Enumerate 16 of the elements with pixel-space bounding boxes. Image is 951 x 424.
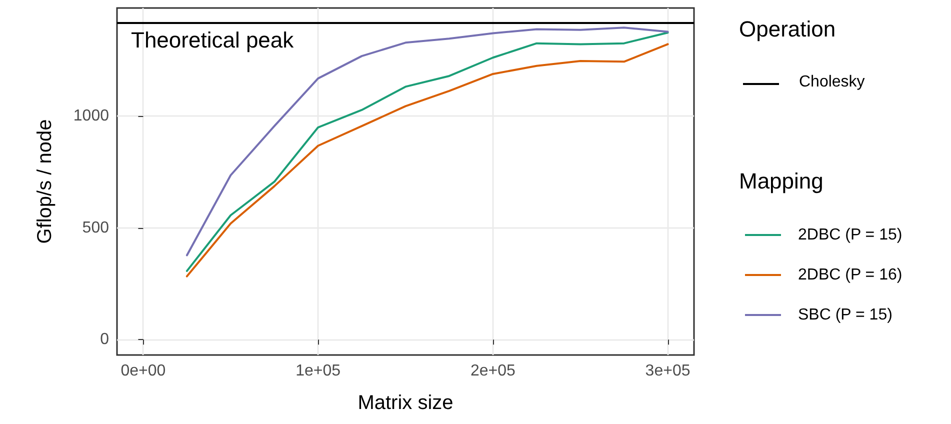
legend-title: Mapping [739, 168, 824, 194]
legend-label: 2DBC (P = 15) [798, 226, 902, 244]
x-tick-label: 2e+05 [470, 362, 516, 380]
y-axis-title: Gflop/s / node [34, 119, 56, 244]
x-tick-label: 1e+05 [296, 362, 341, 380]
y-tick-label: 0 [100, 331, 110, 348]
x-tick-label: 0e+00 [120, 362, 166, 380]
x-axis-title: Matrix size [358, 392, 454, 414]
x-tick-label: 3e+05 [645, 362, 690, 380]
y-tick-label: 1000 [73, 107, 110, 124]
y-tick-label: 500 [82, 219, 110, 236]
legend-label: 2DBC (P = 16) [798, 266, 902, 284]
ref-line-label: Theoretical peak [131, 27, 295, 52]
legend-label: SBC (P = 15) [798, 306, 892, 324]
text: Cholesky [799, 74, 865, 90]
text: Operation [739, 16, 836, 42]
